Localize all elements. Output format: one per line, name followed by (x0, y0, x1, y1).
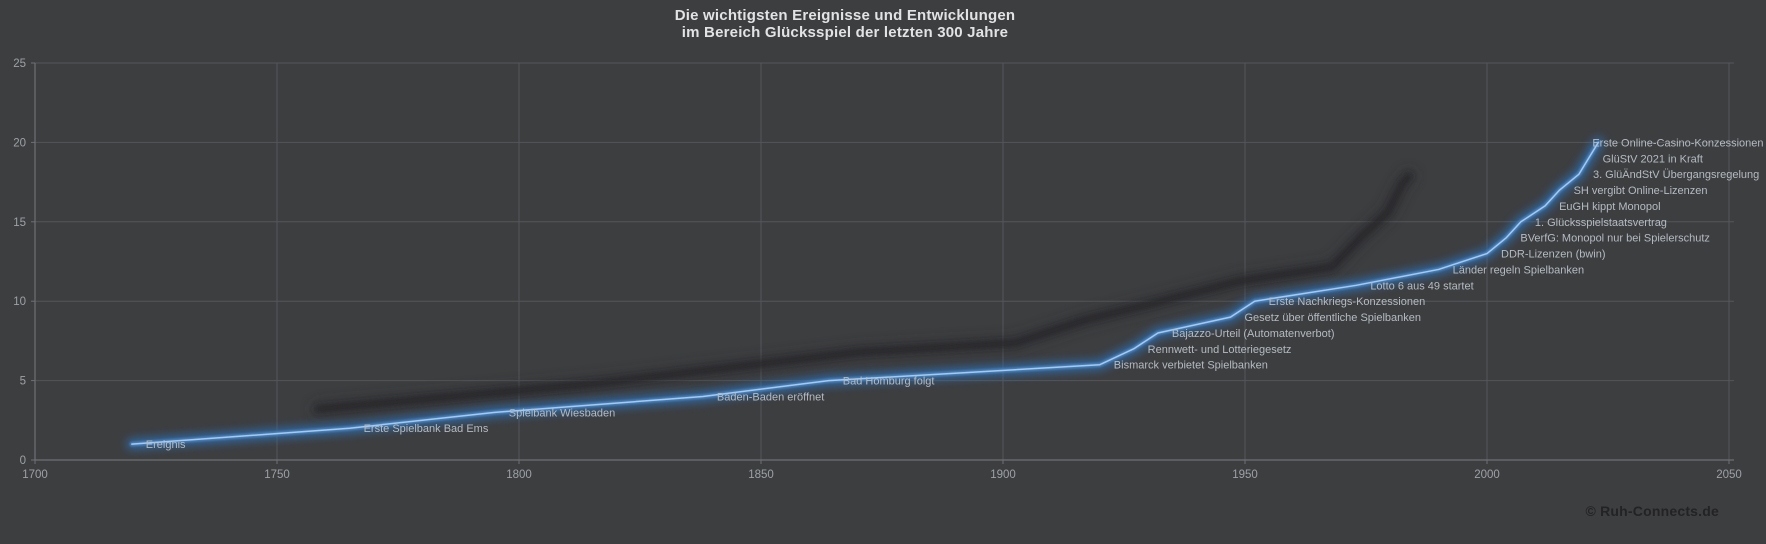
chart-title-line2: im Bereich Glücksspiel der letzten 300 J… (681, 24, 1009, 41)
event-series-line (126, 136, 1604, 450)
event-label: Erste Spielbank Bad Ems (364, 423, 489, 435)
shadow-artifact-line (311, 169, 1416, 416)
event-label: BVerfG: Monopol nur bei Spielerschutz (1520, 233, 1710, 245)
axes (31, 62, 1734, 464)
event-label: Bad Homburg folgt (843, 376, 935, 388)
grid-lines (35, 62, 1734, 460)
event-label: DDR-Lizenzen (bwin) (1501, 249, 1606, 261)
event-label: Bajazzo-Urteil (Automatenverbot) (1172, 328, 1335, 340)
event-label: 3. GlüÄndStV Übergangsregelung (1593, 169, 1759, 181)
x-axis-tick-label: 1750 (264, 469, 290, 481)
y-axis-tick-label: 5 (20, 376, 26, 388)
y-axis-tick-labels: 0 5 10 15 20 25 (13, 58, 26, 467)
event-label: Spielbank Wiesbaden (509, 407, 615, 419)
event-label: Länder regeln Spielbanken (1453, 264, 1585, 276)
event-line-glow (126, 136, 1604, 450)
x-axis-tick-label: 1850 (748, 469, 774, 481)
x-axis-tick-label: 2050 (1716, 469, 1742, 481)
x-axis-tick-label: 2000 (1474, 469, 1500, 481)
event-label: Erste Nachkriegs-Konzessionen (1269, 296, 1426, 308)
y-axis-tick-label: 15 (13, 217, 26, 229)
x-axis-tick-label: 1800 (506, 469, 532, 481)
chart-title-line1: Die wichtigsten Ereignisse und Entwicklu… (674, 7, 1016, 24)
y-axis-tick-label: 20 (13, 137, 26, 149)
event-label: EuGH kippt Monopol (1559, 201, 1661, 213)
event-label: GlüStV 2021 in Kraft (1603, 153, 1703, 165)
event-label: Bismarck verbietet Spielbanken (1114, 360, 1268, 372)
event-label: Gesetz über öffentliche Spielbanken (1244, 312, 1421, 324)
event-label: SH vergibt Online-Lizenzen (1574, 185, 1708, 197)
chart-title: Die wichtigsten Ereignisse und Entwicklu… (0, 7, 1690, 41)
copyright-watermark: © Ruh-Connects.de (1585, 503, 1719, 519)
y-axis-tick-label: 10 (13, 296, 26, 308)
event-label: Ereignis (146, 439, 186, 451)
event-label: 1. Glücksspielstaatsvertrag (1535, 217, 1667, 229)
x-axis-tick-labels: 1700 1750 1800 1850 1900 1950 2000 2050 (22, 469, 1742, 481)
x-axis-tick-label: 1950 (1232, 469, 1258, 481)
y-axis-tick-label: 25 (13, 58, 26, 70)
shadow-line (314, 172, 1413, 413)
y-axis-tick-label: 0 (20, 455, 26, 467)
event-label: Erste Online-Casino-Konzessionen (1592, 137, 1763, 149)
event-line (129, 140, 1601, 447)
event-labels: Ereignis Erste Spielbank Bad Ems Spielbank… (146, 137, 1764, 451)
event-label: Rennwett- und Lotteriegesetz (1148, 344, 1292, 356)
event-label: Baden-Baden eröffnet (717, 391, 824, 403)
x-axis-tick-label: 1900 (990, 469, 1016, 481)
event-line-core (131, 141, 1600, 445)
event-label: Lotto 6 aus 49 startet (1370, 280, 1473, 292)
x-axis-tick-label: 1700 (22, 469, 48, 481)
